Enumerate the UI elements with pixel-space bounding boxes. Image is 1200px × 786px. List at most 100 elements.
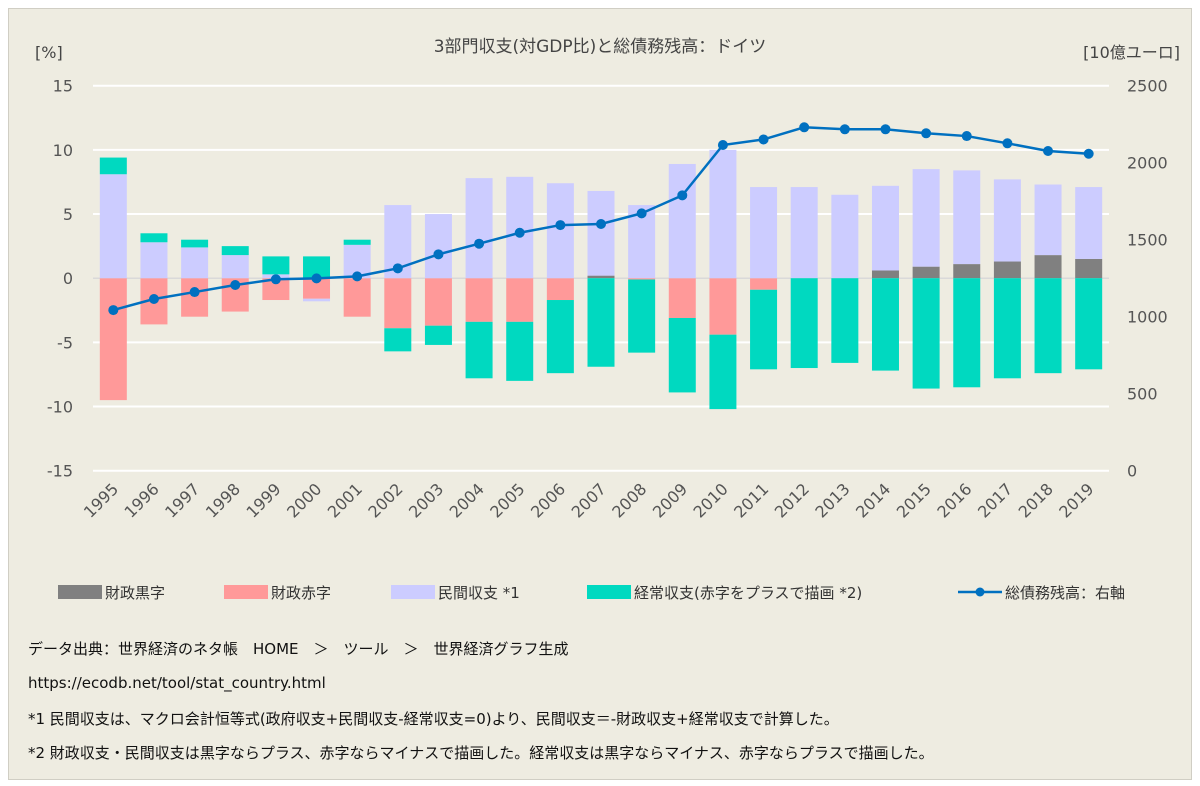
private-balance-bar (546, 183, 574, 279)
debt-point (1083, 148, 1094, 159)
debt-point (514, 227, 525, 238)
debt-point (758, 134, 769, 145)
fiscal-deficit-bar (668, 278, 696, 318)
debt-point (1043, 145, 1054, 156)
current-account-bar (993, 278, 1021, 379)
fiscal-surplus-bar (953, 264, 981, 279)
debt-point (555, 220, 566, 231)
private-balance-bar (303, 298, 331, 302)
fiscal-deficit-bar (181, 278, 209, 317)
right-axis-label: [10億ユーロ] (1083, 43, 1180, 62)
private-balance-bar (465, 178, 493, 279)
debt-point (148, 293, 159, 304)
fiscal-deficit-bar (709, 278, 737, 335)
legend-private-swatch (391, 585, 435, 599)
fiscal-deficit-bar (465, 278, 493, 322)
note-1: *1 民間収支は、マクロ会計恒等式(政府収支+民間収支-経常収支=0)より、民間… (28, 710, 839, 728)
debt-point (596, 218, 606, 229)
x-tick-label: 2006 (527, 479, 569, 521)
left-tick-label: -10 (47, 398, 73, 417)
debt-point (230, 279, 241, 290)
debt-point (799, 122, 810, 133)
source-text: データ出典：世界経済のネタ帳 HOME ＞ ツール ＞ 世界経済グラフ生成 (28, 640, 569, 658)
private-balance-bar (99, 174, 127, 279)
private-balance-bar (871, 185, 899, 271)
left-tick-label: 5 (63, 205, 73, 224)
x-tick-label: 2002 (364, 479, 406, 521)
current-account-bar (709, 334, 737, 410)
x-tick-label: 2001 (324, 479, 366, 521)
current-account-bar (628, 279, 656, 353)
legend-private-label: 民間収支 *1 (438, 584, 520, 602)
x-tick-label: 2009 (649, 479, 691, 521)
x-tick-label: 2011 (730, 479, 772, 521)
private-balance-bar (750, 187, 778, 279)
source-url[interactable]: https://ecodb.net/tool/stat_country.html (28, 674, 326, 692)
x-tick-label: 2019 (1055, 479, 1097, 521)
private-balance-bar (993, 179, 1021, 262)
debt-point (108, 305, 119, 316)
debt-point (839, 124, 850, 135)
fiscal-deficit-bar (628, 278, 656, 280)
x-tick-label: 2003 (405, 479, 447, 521)
current-account-bar (303, 256, 331, 279)
current-account-bar (1034, 278, 1062, 374)
x-tick-label: 2014 (852, 479, 894, 521)
x-tick-label: 2005 (486, 479, 528, 521)
chart-frame (8, 8, 1192, 780)
fiscal-deficit-bar (343, 278, 371, 317)
right-tick-label: 1500 (1127, 231, 1168, 250)
fiscal-deficit-bar (424, 278, 452, 326)
fiscal-surplus-bar (1075, 258, 1103, 279)
fiscal-deficit-bar (262, 278, 290, 301)
current-account-bar (140, 233, 168, 243)
debt-point (189, 287, 200, 298)
current-account-bar (750, 289, 778, 370)
left-axis-label: [%] (35, 43, 63, 62)
debt-point (352, 271, 363, 282)
private-balance-bar (709, 149, 737, 279)
current-account-bar (790, 278, 818, 369)
left-tick-label: -5 (57, 333, 73, 352)
fiscal-surplus-bar (993, 261, 1021, 279)
private-balance-bar (221, 255, 249, 279)
debt-point (677, 190, 688, 201)
debt-point (636, 208, 647, 219)
x-tick-label: 2012 (771, 479, 813, 521)
private-balance-bar (181, 247, 209, 279)
current-account-bar (384, 328, 412, 352)
current-account-bar (99, 157, 127, 175)
current-account-bar (546, 300, 574, 374)
private-balance-bar (790, 187, 818, 279)
fiscal-deficit-bar (303, 278, 331, 299)
debt-point (717, 139, 728, 150)
fiscal-deficit-bar (99, 278, 127, 401)
fiscal-deficit-bar (384, 278, 412, 329)
debt-point (433, 249, 444, 260)
current-account-bar (465, 321, 493, 379)
fiscal-surplus-bar (912, 266, 940, 279)
current-account-bar (262, 256, 290, 275)
current-account-bar (871, 278, 899, 371)
fiscal-surplus-bar (587, 275, 615, 279)
private-balance-bar (140, 242, 168, 279)
x-tick-label: 2016 (933, 479, 975, 521)
current-account-bar (831, 278, 859, 363)
private-balance-bar (424, 214, 452, 279)
left-tick-label: 15 (53, 77, 73, 96)
private-balance-bar (587, 190, 615, 276)
debt-point (1002, 138, 1013, 149)
current-account-bar (587, 278, 615, 367)
fiscal-surplus-bar (871, 270, 899, 279)
legend-fiscal-deficit-label: 財政赤字 (271, 584, 331, 602)
x-tick-label: 1998 (202, 479, 244, 521)
x-tick-label: 1999 (242, 479, 284, 521)
current-account-bar (221, 246, 249, 256)
current-account-bar (181, 239, 209, 248)
legend-debt-marker (975, 587, 985, 597)
fiscal-deficit-bar (546, 278, 574, 301)
x-tick-label: 2004 (446, 479, 488, 521)
debt-point (392, 263, 403, 274)
private-balance-bar (1075, 187, 1103, 259)
